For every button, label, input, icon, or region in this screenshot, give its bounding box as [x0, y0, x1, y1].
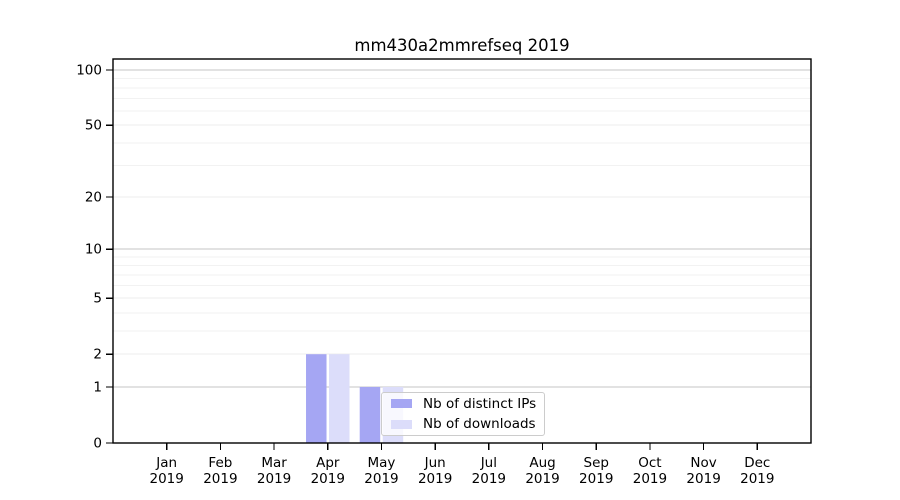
plot-frame	[112, 58, 812, 444]
x-tick-label-year: 2019	[311, 471, 345, 487]
x-tick-label-year: 2019	[203, 471, 237, 487]
x-tick-label-year: 2019	[418, 471, 452, 487]
legend-label-downloads: Nb of downloads	[423, 416, 536, 432]
y-tick-label: 1	[93, 379, 102, 395]
x-tick-label-year: 2019	[633, 471, 667, 487]
legend-item-distinct-ips: Nb of distinct IPs	[391, 396, 536, 412]
y-tick-label: 100	[76, 63, 102, 79]
y-tick-label: 20	[85, 189, 102, 205]
x-tick-label-year: 2019	[525, 471, 559, 487]
x-tick-label-month: Apr	[316, 455, 340, 471]
x-tick-label-year: 2019	[472, 471, 506, 487]
x-tick-label-year: 2019	[150, 471, 184, 487]
x-tick-label-year: 2019	[579, 471, 613, 487]
y-tick-label: 2	[93, 347, 102, 363]
x-tick-label-month: Dec	[744, 455, 770, 471]
x-tick-label-month: May	[368, 455, 396, 471]
legend-swatch-downloads	[391, 419, 412, 429]
bar-apr-downloads	[329, 354, 350, 443]
x-tick-label-month: Mar	[261, 455, 287, 471]
x-tick-label-year: 2019	[686, 471, 720, 487]
y-tick-label: 0	[93, 436, 102, 452]
x-tick-label-month: Jul	[480, 455, 497, 471]
x-tick-label-month: Sep	[584, 455, 609, 471]
x-tick-label-month: Nov	[690, 455, 716, 471]
x-tick-label-year: 2019	[257, 471, 291, 487]
legend: Nb of distinct IPs Nb of downloads	[381, 392, 545, 436]
legend-label-distinct-ips: Nb of distinct IPs	[423, 395, 537, 412]
x-tick-label-year: 2019	[740, 471, 774, 487]
legend-swatch-distinct-ips	[391, 399, 412, 409]
bar-apr-distinct-ips	[306, 354, 327, 443]
bar-may-distinct-ips	[359, 386, 381, 443]
y-tick-label: 10	[85, 242, 102, 258]
chart-title: mm430a2mmrefseq 2019	[354, 36, 570, 55]
y-tick-label: 5	[93, 291, 102, 307]
x-tick-label-month: Jun	[424, 455, 446, 471]
x-tick-label-month: Feb	[208, 455, 232, 471]
x-tick-label-month: Jan	[155, 455, 177, 471]
x-tick-label-month: Aug	[529, 455, 555, 471]
y-tick-label: 50	[85, 118, 102, 134]
legend-item-downloads: Nb of downloads	[391, 416, 536, 432]
x-tick-label-year: 2019	[364, 471, 398, 487]
x-tick-label-month: Oct	[638, 455, 661, 471]
